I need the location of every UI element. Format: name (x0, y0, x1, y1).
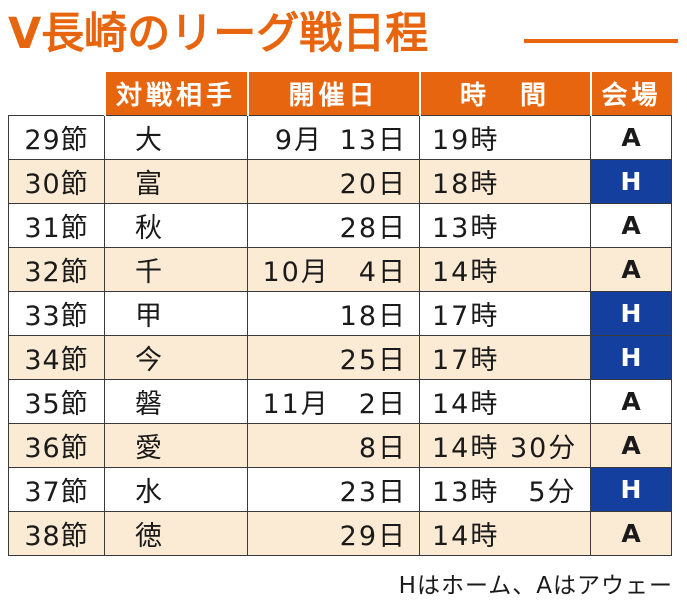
opponent-cell: 水 戸 (104, 467, 248, 512)
time-cell: 17時 (419, 335, 591, 380)
opponent-cell: 甲 府 (104, 291, 248, 336)
header-round-blank (9, 72, 105, 116)
time-cell: 13時 5分 (419, 467, 591, 512)
round-cell: 29節 (8, 115, 105, 160)
header-time: 時 間 (418, 72, 591, 116)
venue-cell: A (590, 423, 672, 468)
date-cell: 18日 (247, 291, 420, 336)
opponent-cell: 今 治 (104, 335, 248, 380)
opponent-cell: 富 山 (104, 159, 248, 204)
venue-cell: A (590, 247, 672, 292)
opponent-cell: 秋 田 (104, 203, 248, 248)
round-cell: 34節 (8, 335, 105, 380)
round-cell: 32節 (8, 247, 105, 292)
round-cell: 30節 (8, 159, 105, 204)
time-cell: 18時 (419, 159, 591, 204)
table-header-row: 対戦相手 開催日 時 間 会場 (9, 72, 672, 116)
opponent-cell: 大 宮 (104, 115, 248, 160)
header-date: 開催日 (246, 72, 420, 116)
date-cell: 28日 (247, 203, 420, 248)
venue-cell: H (590, 159, 672, 204)
time-cell: 14時 (419, 511, 591, 556)
opponent-cell: 千 葉 (104, 247, 248, 292)
time-cell: 14時 (419, 247, 591, 292)
round-cell: 31節 (8, 203, 105, 248)
venue-cell: A (590, 115, 672, 160)
time-cell: 19時 (419, 115, 591, 160)
time-cell: 14時 30分 (419, 423, 591, 468)
round-cell: 38節 (8, 511, 105, 556)
round-cell: 35節 (8, 379, 105, 424)
opponent-cell: 愛 媛 (104, 423, 248, 468)
venue-cell: H (590, 291, 672, 336)
time-cell: 14時 (419, 379, 591, 424)
venue-cell: A (590, 203, 672, 248)
venue-cell: A (590, 511, 672, 556)
round-cell: 36節 (8, 423, 105, 468)
page-title: V長崎のリーグ戦日程 (8, 9, 429, 59)
date-cell: 8日 (247, 423, 420, 468)
legend-footnote: Hはホーム、Aはアウェー (398, 573, 673, 599)
opponent-cell: 徳 島 (104, 511, 248, 556)
date-cell: 10月 4日 (247, 247, 420, 292)
date-cell: 29日 (247, 511, 420, 556)
date-cell: 11月 2日 (247, 379, 420, 424)
time-cell: 17時 (419, 291, 591, 336)
time-cell: 13時 (419, 203, 591, 248)
title-rule (524, 39, 678, 43)
venue-cell: A (590, 379, 672, 424)
round-cell: 33節 (8, 291, 105, 336)
date-cell: 9月 13日 (247, 115, 420, 160)
opponent-cell: 磐 田 (104, 379, 248, 424)
header-venue: 会場 (589, 72, 672, 116)
venue-cell: H (590, 467, 672, 512)
title-bar: V長崎のリーグ戦日程 (8, 6, 680, 62)
date-cell: 23日 (247, 467, 420, 512)
date-cell: 25日 (247, 335, 420, 380)
round-cell: 37節 (8, 467, 105, 512)
header-opponent: 対戦相手 (103, 72, 248, 116)
venue-cell: H (590, 335, 672, 380)
date-cell: 20日 (247, 159, 420, 204)
